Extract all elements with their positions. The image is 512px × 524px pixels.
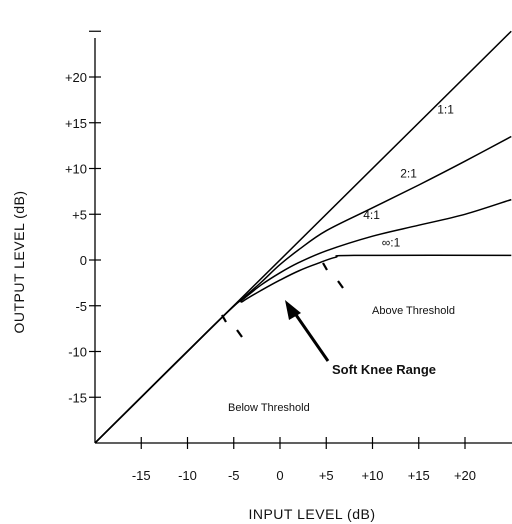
x-tick-label: -15 — [132, 468, 151, 483]
x-tick-label: +20 — [454, 468, 476, 483]
y-tick-label: +5 — [72, 207, 87, 222]
y-tick-label: +15 — [65, 116, 87, 131]
y-tick-label: -10 — [68, 345, 87, 360]
knee-dashes — [221, 262, 344, 338]
y-axis-title: OUTPUT LEVEL (dB) — [11, 190, 27, 333]
series-label: ∞:1 — [382, 235, 401, 249]
curves — [94, 30, 512, 444]
x-tick-label: +10 — [361, 468, 383, 483]
x-tick-label: -10 — [178, 468, 197, 483]
above-threshold-label: Above Threshold — [372, 305, 455, 317]
below-threshold-label: Below Threshold — [228, 402, 310, 414]
axes — [89, 30, 512, 449]
series-line-4 — [94, 254, 512, 444]
y-tick-label: +10 — [65, 162, 87, 177]
y-tick-label: -5 — [75, 299, 87, 314]
series-label: 1:1 — [437, 103, 454, 117]
y-tick-label: 0 — [80, 253, 87, 268]
y-tick-label: -15 — [68, 390, 87, 405]
x-axis-title: INPUT LEVEL (dB) — [248, 506, 375, 522]
soft-knee-range-label: Soft Knee Range — [332, 362, 436, 377]
y-tick-label: +20 — [65, 70, 87, 85]
x-tick-label: 0 — [276, 468, 283, 483]
series-label: 2:1 — [400, 167, 417, 181]
x-tick-label: +5 — [319, 468, 334, 483]
series-line-2 — [94, 135, 512, 444]
series-label: 4:1 — [363, 208, 380, 222]
soft-knee-arrow — [285, 300, 330, 362]
x-tick-label: +15 — [408, 468, 430, 483]
x-tick-label: -5 — [228, 468, 240, 483]
labels: -15 -10 -5 0 +5 +10 +15 +20 +20 +15 +10 +5 0 -5 -10 -15… — [65, 70, 476, 483]
